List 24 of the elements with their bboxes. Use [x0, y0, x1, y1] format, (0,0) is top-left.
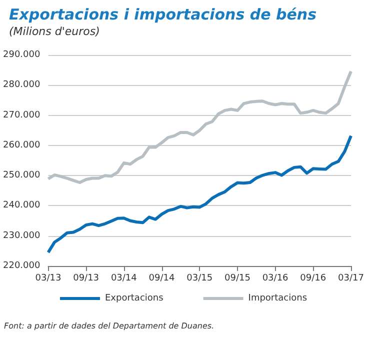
x-tick-label: 09/16	[300, 274, 326, 284]
y-tick-label: 250.000	[3, 170, 40, 181]
y-tick-label: 260.000	[3, 140, 40, 150]
line-series	[46, 70, 352, 184]
x-tick-label: 03/14	[110, 274, 138, 284]
chart-subtitle: (Milions d'euros)	[9, 25, 100, 38]
y-tick-label: 220.000	[3, 261, 40, 271]
legend-label: Exportacions	[104, 294, 164, 304]
x-tick-label: 09/13	[73, 274, 100, 284]
chart-title: Exportacions i importacions de béns	[9, 6, 317, 24]
x-tick-label: 03/13	[35, 274, 62, 284]
line-series	[46, 134, 352, 254]
y-tick-label: 290.000	[3, 50, 40, 60]
y-tick-label: 240.000	[3, 200, 40, 211]
y-tick-label: 230.000	[3, 230, 40, 241]
legend-label: Importacions	[248, 294, 308, 304]
y-tick-label: 280.000	[3, 80, 40, 90]
x-tick-label: 03/16	[262, 274, 289, 284]
x-tick-label: 03/15	[186, 274, 213, 284]
x-tick-label: 09/14	[148, 274, 176, 284]
text: Font: a partir de dades del Departament de Duanes.	[4, 322, 214, 330]
y-tick-label: 270.000	[3, 110, 40, 120]
x-tick-label: 09/15	[224, 274, 250, 284]
x-tick-label: 03/17	[338, 274, 364, 284]
